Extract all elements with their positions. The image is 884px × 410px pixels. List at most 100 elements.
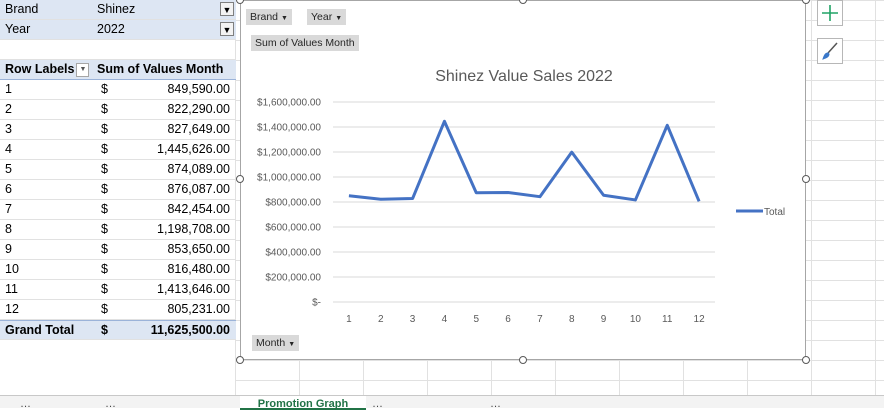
- x-tick-label: 6: [505, 314, 511, 325]
- grand-total-row: Grand Total $ 11,625,500.00: [0, 320, 236, 340]
- row-label: 12: [5, 302, 19, 316]
- row-value: 816,480.00: [167, 262, 230, 276]
- chart-title: Shinez Value Sales 2022: [435, 68, 613, 85]
- currency-symbol: $: [101, 242, 108, 256]
- x-tick-label: 11: [662, 314, 673, 325]
- row-labels-header: Row Labels: [5, 62, 74, 76]
- resize-handle[interactable]: [519, 356, 527, 364]
- filter-field-value: Shinez: [97, 2, 135, 16]
- x-tick-label: 3: [410, 314, 416, 325]
- pivot-row: 2 $822,290.00: [0, 100, 236, 120]
- sheet-tab[interactable]: …: [20, 396, 100, 408]
- x-tick-label: 1: [346, 314, 352, 325]
- pivot-row: 11 $1,413,646.00: [0, 280, 236, 300]
- filter-funnel-icon[interactable]: ▼: [220, 2, 234, 16]
- x-tick-label: 5: [473, 314, 479, 325]
- row-label: 3: [5, 122, 12, 136]
- row-label: 7: [5, 202, 12, 216]
- x-tick-label: 2: [378, 314, 384, 325]
- currency-symbol: $: [101, 102, 108, 116]
- pivot-row: 9 $853,650.00: [0, 240, 236, 260]
- filter-row-year: Year 2022 ▼: [0, 20, 236, 40]
- row-label: 1: [5, 82, 12, 96]
- currency-symbol: $: [101, 302, 108, 316]
- resize-handle[interactable]: [236, 356, 244, 364]
- paintbrush-icon: [818, 39, 842, 63]
- currency-symbol: $: [101, 82, 108, 96]
- sheet-tabs-bar: … … Promotion Graph … …: [0, 395, 884, 408]
- pivot-row: 3 $827,649.00: [0, 120, 236, 140]
- chart-elements-button[interactable]: [817, 0, 843, 26]
- sum-header: Sum of Values Month: [97, 62, 223, 76]
- currency-symbol: $: [101, 202, 108, 216]
- pivot-row: 10$816,480.00: [0, 260, 236, 280]
- y-tick-label: $600,000.00: [265, 223, 321, 234]
- y-tick-label: $800,000.00: [265, 198, 321, 209]
- row-value: 853,650.00: [167, 242, 230, 256]
- pivot-row: 1 $849,590.00: [0, 80, 236, 100]
- pivot-row: 8 $1,198,708.00: [0, 220, 236, 240]
- resize-handle[interactable]: [802, 356, 810, 364]
- grand-total-label: Grand Total: [5, 323, 74, 337]
- grand-total-value: 11,625,500.00: [151, 323, 230, 337]
- filter-field-label: Year: [5, 22, 30, 36]
- chart-styles-button[interactable]: [817, 38, 843, 64]
- row-label: 9: [5, 242, 12, 256]
- y-tick-label: $-: [312, 298, 321, 309]
- sheet-tab[interactable]: …: [372, 396, 482, 408]
- sheet-tab-promotion-graph[interactable]: Promotion Graph: [240, 396, 366, 410]
- pivot-row: 5 $874,089.00: [0, 160, 236, 180]
- resize-handle[interactable]: [802, 175, 810, 183]
- row-label: 6: [5, 182, 12, 196]
- currency-symbol: $: [101, 182, 108, 196]
- pivot-row: 7 $842,454.00: [0, 200, 236, 220]
- y-tick-label: $1,200,000.00: [257, 148, 321, 159]
- filter-field-value: 2022: [97, 22, 125, 36]
- x-tick-label: 12: [694, 314, 706, 325]
- chart-plot-svg: Shinez Value Sales 2022 $- $200,000.00 $400…: [241, 1, 805, 359]
- legend-label: Total: [764, 207, 785, 218]
- filter-funnel-icon[interactable]: ▼: [220, 22, 234, 36]
- row-value: 827,649.00: [167, 122, 230, 136]
- row-value: 1,445,626.00: [157, 142, 230, 156]
- row-label: 10: [5, 262, 19, 276]
- sheet-tab[interactable]: …: [105, 396, 235, 408]
- series-line-total: [349, 121, 699, 201]
- pivot-chart[interactable]: Brand▼ Year▼ Sum of Values Month Month▼ …: [240, 0, 806, 360]
- pivot-row: 6 $876,087.00: [0, 180, 236, 200]
- pivot-row: 12 $805,231.00: [0, 300, 236, 320]
- row-value: 805,231.00: [167, 302, 230, 316]
- currency-symbol: $: [101, 122, 108, 136]
- row-value: 874,089.00: [167, 162, 230, 176]
- currency-symbol: $: [101, 323, 108, 337]
- x-tick-label: 8: [569, 314, 575, 325]
- row-value: 1,413,646.00: [157, 282, 230, 296]
- y-tick-label: $1,400,000.00: [257, 123, 321, 134]
- sheet-tab[interactable]: …: [490, 396, 600, 408]
- row-value: 849,590.00: [167, 82, 230, 96]
- row-labels-dropdown-icon[interactable]: ▼: [76, 63, 89, 77]
- row-value: 822,290.00: [167, 102, 230, 116]
- x-tick-label: 7: [537, 314, 543, 325]
- pivot-row: 4 $1,445,626.00: [0, 140, 236, 160]
- y-tick-label: $400,000.00: [265, 248, 321, 259]
- blank-row: [0, 40, 236, 60]
- y-tick-label: $200,000.00: [265, 273, 321, 284]
- filter-row-brand: Brand Shinez ▼: [0, 0, 236, 20]
- currency-symbol: $: [101, 282, 108, 296]
- row-value: 842,454.00: [167, 202, 230, 216]
- row-value: 876,087.00: [167, 182, 230, 196]
- currency-symbol: $: [101, 162, 108, 176]
- currency-symbol: $: [101, 222, 108, 236]
- row-label: 8: [5, 222, 12, 236]
- plus-icon: [818, 1, 842, 25]
- currency-symbol: $: [101, 142, 108, 156]
- x-tick-label: 10: [630, 314, 642, 325]
- resize-handle[interactable]: [236, 175, 244, 183]
- row-label: 4: [5, 142, 12, 156]
- row-value: 1,198,708.00: [157, 222, 230, 236]
- filter-field-label: Brand: [5, 2, 38, 16]
- row-label: 2: [5, 102, 12, 116]
- row-label: 11: [5, 282, 18, 296]
- row-label: 5: [5, 162, 12, 176]
